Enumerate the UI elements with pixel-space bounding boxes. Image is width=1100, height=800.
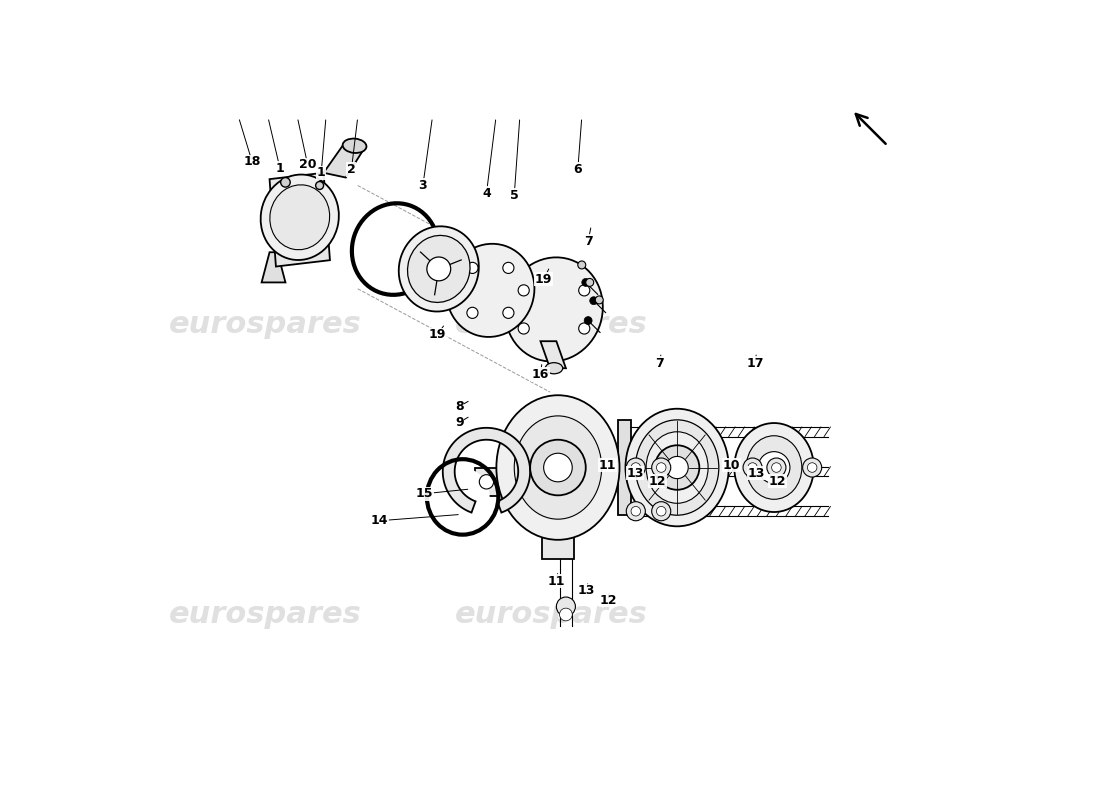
Text: eurospares: eurospares — [454, 600, 648, 629]
Circle shape — [666, 457, 689, 478]
Circle shape — [626, 458, 646, 477]
Ellipse shape — [436, 468, 490, 526]
Text: 12: 12 — [600, 594, 617, 606]
Text: 12: 12 — [649, 474, 666, 487]
Circle shape — [626, 502, 646, 521]
Text: 20: 20 — [299, 158, 317, 171]
Ellipse shape — [626, 409, 729, 526]
FancyArrowPatch shape — [856, 114, 886, 144]
Circle shape — [767, 458, 785, 477]
Text: eurospares: eurospares — [168, 600, 362, 629]
Text: 19: 19 — [535, 273, 552, 286]
Circle shape — [651, 502, 671, 521]
Text: 12: 12 — [769, 474, 786, 487]
Bar — [542, 531, 574, 559]
Text: 3: 3 — [419, 179, 427, 192]
Text: 17: 17 — [746, 357, 763, 370]
Text: 5: 5 — [510, 189, 518, 202]
Circle shape — [427, 257, 451, 281]
Circle shape — [651, 458, 671, 477]
Ellipse shape — [447, 244, 535, 337]
Text: 13: 13 — [578, 584, 595, 597]
Circle shape — [530, 440, 586, 495]
Circle shape — [803, 458, 822, 477]
Circle shape — [654, 446, 700, 490]
Circle shape — [579, 285, 590, 296]
Circle shape — [595, 296, 603, 304]
Circle shape — [758, 452, 790, 483]
Ellipse shape — [361, 212, 430, 286]
Circle shape — [316, 182, 323, 190]
Ellipse shape — [505, 258, 603, 362]
Text: 15: 15 — [416, 487, 433, 500]
Text: eurospares: eurospares — [454, 310, 648, 339]
Circle shape — [543, 454, 572, 482]
Text: 4: 4 — [482, 187, 491, 200]
Circle shape — [518, 323, 529, 334]
Ellipse shape — [398, 226, 478, 311]
Polygon shape — [270, 173, 330, 266]
Circle shape — [631, 506, 640, 516]
Text: 11: 11 — [598, 458, 616, 472]
Ellipse shape — [735, 423, 814, 512]
Text: 9: 9 — [455, 416, 464, 429]
Circle shape — [503, 307, 514, 318]
Text: 18: 18 — [243, 155, 261, 168]
Text: 13: 13 — [748, 466, 766, 479]
Circle shape — [586, 278, 594, 286]
Polygon shape — [540, 342, 565, 368]
Ellipse shape — [546, 362, 563, 374]
Text: 10: 10 — [723, 458, 740, 472]
Text: 16: 16 — [531, 368, 549, 381]
Ellipse shape — [407, 235, 470, 302]
Polygon shape — [443, 428, 530, 513]
Polygon shape — [618, 420, 631, 515]
Circle shape — [590, 297, 597, 305]
Circle shape — [480, 474, 494, 489]
Circle shape — [748, 462, 757, 472]
Text: eurospares: eurospares — [168, 310, 362, 339]
Circle shape — [807, 462, 817, 472]
Text: 6: 6 — [573, 163, 582, 176]
Circle shape — [466, 262, 478, 274]
Text: 1: 1 — [275, 162, 284, 174]
Ellipse shape — [261, 174, 339, 260]
Circle shape — [584, 317, 592, 325]
Ellipse shape — [270, 185, 330, 250]
Bar — [474, 467, 498, 496]
Ellipse shape — [515, 416, 602, 519]
Ellipse shape — [343, 138, 366, 153]
Polygon shape — [323, 143, 365, 178]
Circle shape — [466, 307, 478, 318]
Circle shape — [578, 261, 585, 269]
Circle shape — [582, 278, 590, 286]
Circle shape — [744, 458, 762, 477]
Text: 19: 19 — [429, 328, 446, 342]
Ellipse shape — [496, 395, 619, 540]
Circle shape — [557, 597, 575, 616]
Circle shape — [657, 462, 665, 472]
Text: 8: 8 — [455, 400, 464, 413]
Ellipse shape — [636, 420, 718, 515]
Circle shape — [657, 506, 665, 516]
Circle shape — [280, 178, 290, 187]
Ellipse shape — [746, 436, 802, 499]
Polygon shape — [262, 252, 286, 282]
Text: 2: 2 — [346, 163, 355, 176]
Text: 7: 7 — [656, 357, 664, 370]
Text: 11: 11 — [548, 574, 565, 588]
Text: 7: 7 — [584, 234, 593, 248]
Circle shape — [579, 323, 590, 334]
Text: 13: 13 — [626, 466, 644, 479]
Text: 14: 14 — [371, 514, 388, 527]
Circle shape — [772, 462, 781, 472]
Text: 1: 1 — [317, 166, 326, 179]
Circle shape — [503, 262, 514, 274]
Circle shape — [631, 462, 640, 472]
Circle shape — [560, 608, 572, 621]
Ellipse shape — [646, 432, 708, 503]
Circle shape — [518, 285, 529, 296]
